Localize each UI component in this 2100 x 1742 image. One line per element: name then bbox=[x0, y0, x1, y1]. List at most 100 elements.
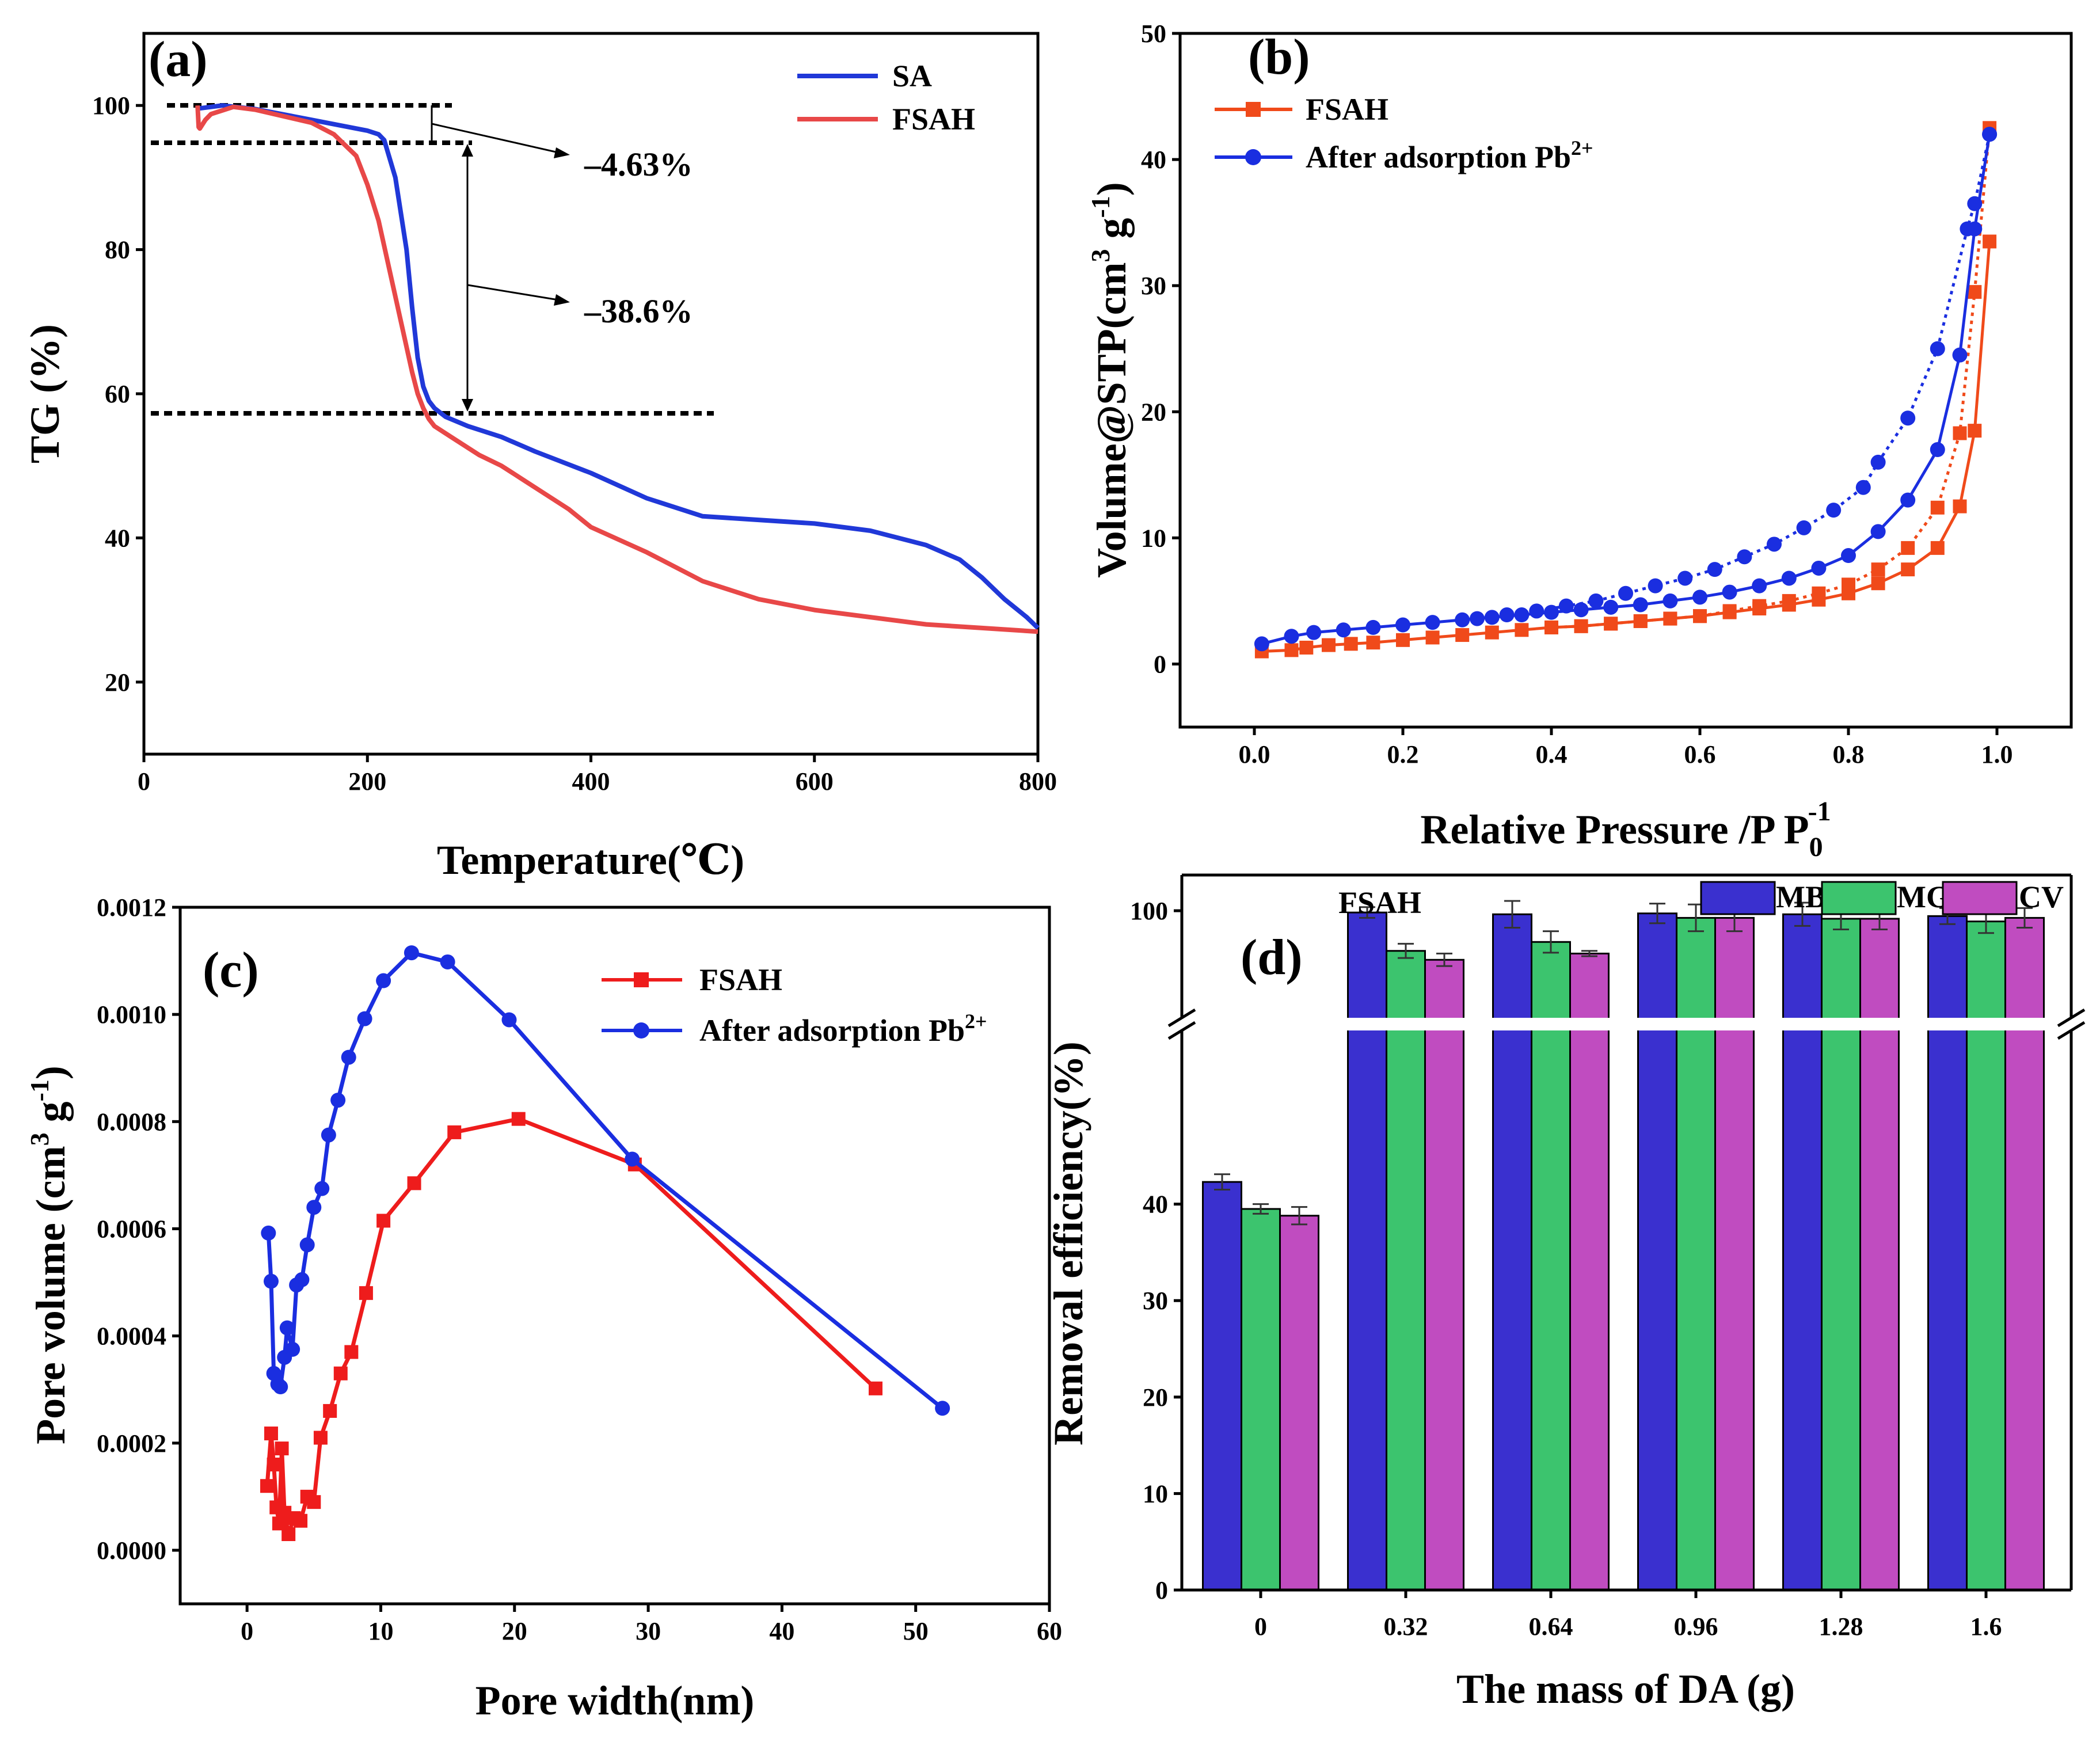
desorption-point-fsah bbox=[1968, 285, 1982, 299]
bar-mb bbox=[1347, 911, 1387, 1591]
desorption-point-after-pb bbox=[1982, 127, 1998, 142]
legend-swatch-cv bbox=[1942, 881, 2018, 915]
series-point-after-pb bbox=[376, 973, 391, 988]
x-tick-label: 0.2 bbox=[1387, 740, 1419, 769]
adsorption-point-after-pb bbox=[1930, 442, 1945, 457]
axis-break-gap bbox=[1174, 1018, 2078, 1030]
x-tick-label: 0.6 bbox=[1684, 740, 1716, 769]
desorption-point-after-pb bbox=[1707, 562, 1722, 577]
adsorption-point-after-pb bbox=[1870, 524, 1886, 539]
series-point-fsah bbox=[313, 1431, 328, 1445]
legend-label-fsah: FSAH bbox=[699, 963, 782, 997]
adsorption-point-fsah bbox=[1871, 576, 1885, 591]
desorption-point-fsah bbox=[1901, 541, 1915, 555]
y-axis-label-c-mid: g bbox=[28, 1101, 74, 1132]
panel-label-a: (a) bbox=[149, 32, 208, 88]
adsorption-line-fsah bbox=[1261, 241, 1991, 653]
legend-label-after-pb-main: After adsorption Pb bbox=[1306, 140, 1571, 174]
adsorption-point-fsah bbox=[1485, 625, 1499, 640]
desorption-point-fsah bbox=[1782, 594, 1796, 608]
y-tick-label: 10 bbox=[1143, 1479, 1168, 1508]
series-point-after-pb bbox=[501, 1012, 517, 1028]
desorption-point-fsah bbox=[1752, 599, 1767, 613]
panel-label-b: (b) bbox=[1248, 29, 1310, 85]
bar-mb bbox=[1492, 913, 1532, 1591]
series-point-fsah bbox=[264, 1427, 278, 1441]
series-point-fsah bbox=[359, 1286, 373, 1300]
series-line-fsah bbox=[195, 104, 1038, 634]
y-tick-label: 0 bbox=[1155, 1576, 1168, 1604]
x-axis-label-d: The mass of DA (g) bbox=[1456, 1666, 1795, 1712]
y-tick-label: 50 bbox=[1141, 20, 1166, 48]
axis-break-mark-right-top bbox=[2057, 1008, 2086, 1028]
desorption-point-after-pb bbox=[1558, 598, 1574, 614]
series-point-after-pb bbox=[404, 945, 419, 961]
y-tick-label: 40 bbox=[105, 524, 130, 552]
x-tick-label: 200 bbox=[348, 767, 386, 796]
panel-label-c: (c) bbox=[203, 942, 259, 998]
legend-label-mg: MG bbox=[1897, 880, 1950, 914]
y-axis-label-c-end: ) bbox=[28, 1066, 74, 1079]
legend-label-after-pb: After adsorption Pb2+ bbox=[699, 1010, 987, 1048]
x-axis-label-c: Pore width(nm) bbox=[475, 1678, 755, 1724]
y-tick-label: 0.0012 bbox=[97, 893, 166, 922]
desorption-point-after-pb bbox=[1618, 585, 1633, 601]
series-point-after-pb bbox=[314, 1181, 330, 1196]
x-tick-label: 0 bbox=[138, 767, 150, 796]
legend-marker-after-pb bbox=[633, 1022, 649, 1039]
adsorption-point-after-pb bbox=[1841, 548, 1856, 564]
y-tick-label: 20 bbox=[105, 668, 130, 697]
x-tick-label: 10 bbox=[368, 1617, 393, 1645]
desorption-point-after-pb bbox=[1470, 611, 1485, 626]
adsorption-point-after-pb bbox=[1425, 615, 1440, 630]
series-point-fsah bbox=[275, 1441, 289, 1456]
y-tick-label: 40 bbox=[1143, 1191, 1168, 1219]
legend-label-after-pb-sup: 2+ bbox=[965, 1010, 987, 1033]
series-point-fsah bbox=[307, 1495, 321, 1509]
annotation-38-6: –38.6% bbox=[584, 292, 693, 330]
adsorption-point-after-pb bbox=[1573, 602, 1589, 618]
adsorption-point-after-pb bbox=[1484, 610, 1500, 625]
y-axis-label-c-sup1: 3 bbox=[25, 1132, 54, 1146]
adsorption-point-fsah bbox=[1515, 623, 1529, 637]
adsorption-point-after-pb bbox=[1455, 612, 1470, 627]
legend-label-sa: SA bbox=[892, 59, 932, 93]
y-axis-label-c-main: Pore volume (cm bbox=[28, 1146, 74, 1444]
x-tick-label: 50 bbox=[903, 1617, 929, 1645]
series-point-fsah bbox=[333, 1366, 348, 1380]
series-point-after-pb bbox=[321, 1127, 336, 1143]
x-axis-label-b-sub: 0 bbox=[1809, 832, 1823, 862]
adsorption-point-after-pb bbox=[1752, 578, 1767, 594]
series-point-after-pb bbox=[279, 1320, 295, 1336]
x-tick-label: 0.8 bbox=[1833, 740, 1865, 769]
series-line-sa bbox=[199, 103, 1040, 630]
x-tick-label: 0.4 bbox=[1536, 740, 1568, 769]
series-point-after-pb bbox=[341, 1049, 356, 1065]
x-axis-label-b: Relative Pressure /P P0 -1 bbox=[1420, 796, 1831, 862]
bar-mg bbox=[1386, 950, 1426, 1591]
series-point-after-pb bbox=[935, 1401, 950, 1416]
series-point-fsah bbox=[344, 1345, 359, 1359]
desorption-point-after-pb bbox=[1960, 221, 1975, 237]
bar-cv bbox=[1279, 1215, 1319, 1591]
x-tick-label: 800 bbox=[1019, 767, 1057, 796]
adsorption-point-after-pb bbox=[1284, 629, 1299, 644]
adsorption-point-after-pb bbox=[1952, 347, 1968, 363]
x-tick-label: 30 bbox=[636, 1617, 661, 1645]
legend-swatch-mg bbox=[1821, 881, 1897, 915]
adsorption-point-after-pb bbox=[1306, 625, 1322, 640]
adsorption-point-after-pb bbox=[1663, 593, 1678, 608]
legend-label-after-pb-sup: 2+ bbox=[1571, 136, 1593, 159]
desorption-point-fsah bbox=[1871, 562, 1885, 577]
leader-38-6 bbox=[467, 284, 559, 301]
y-tick-label: 100 bbox=[92, 92, 130, 120]
y-tick-label: 20 bbox=[1141, 398, 1166, 426]
series-point-after-pb bbox=[263, 1273, 279, 1289]
adsorption-point-fsah bbox=[1299, 640, 1314, 655]
series-point-fsah bbox=[281, 1527, 296, 1541]
adsorption-point-fsah bbox=[1901, 562, 1915, 577]
adsorption-point-after-pb bbox=[1603, 599, 1619, 615]
legend-swatch-mb bbox=[1700, 881, 1776, 915]
desorption-point-after-pb bbox=[1930, 341, 1945, 356]
